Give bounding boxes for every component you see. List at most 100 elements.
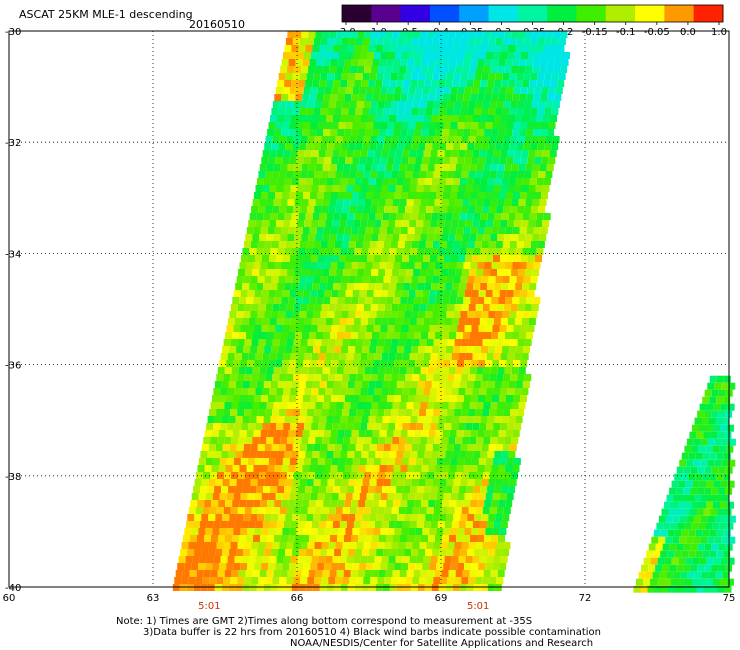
swath-cell (553, 31, 561, 38)
swath-cell (679, 536, 687, 544)
swath-cell (382, 416, 390, 423)
swath-cell (459, 178, 467, 185)
swath-cell (325, 185, 333, 192)
swath-cell (717, 431, 725, 439)
swath-cell (513, 87, 521, 94)
swath-cell (448, 269, 456, 276)
swath-cell (358, 297, 366, 304)
swath-cell (453, 276, 461, 283)
swath-cell (214, 381, 222, 388)
swath-cell (370, 339, 378, 346)
swath-cell (230, 409, 238, 416)
swath-cell (270, 248, 278, 255)
swath-cell (379, 430, 387, 437)
swath-cell (430, 423, 438, 430)
swath-cell (279, 101, 287, 108)
swath-cell (460, 108, 468, 115)
swath-cell (371, 367, 379, 374)
swath-cell (667, 529, 675, 537)
swath-cell (277, 178, 285, 185)
swath-cell (425, 143, 433, 150)
swath-cell (726, 522, 734, 530)
swath-cell (433, 507, 441, 514)
swath-cell (464, 493, 472, 500)
swath-cell (398, 542, 406, 549)
swath-cell (446, 241, 454, 248)
swath-cell (192, 521, 200, 528)
swath-cell (440, 542, 448, 549)
swath-cell (318, 52, 325, 59)
swath-cell (513, 192, 520, 199)
swath-cell (389, 213, 397, 220)
swath-cell (425, 38, 433, 45)
swath-cell (433, 136, 441, 143)
swath-cell (499, 87, 507, 94)
swath-cell (328, 136, 336, 143)
swath-cell (352, 87, 360, 94)
swath-cell (490, 570, 498, 577)
swath-cell (319, 248, 327, 255)
swath-cell (379, 94, 387, 101)
swath-cell (484, 465, 492, 472)
swath-cell (365, 430, 373, 437)
swath-cell (263, 416, 271, 423)
swath-cell (457, 360, 465, 367)
swath-cell (408, 493, 416, 500)
swath-cell (421, 59, 429, 66)
swath-cell (348, 38, 356, 45)
swath-cell (403, 381, 411, 388)
swath-cell (379, 332, 386, 339)
swath-cell (476, 570, 484, 577)
swath-cell (419, 507, 427, 514)
swath-cell (460, 514, 468, 521)
swath-cell (525, 269, 533, 276)
swath-cell (386, 297, 394, 304)
swath-cell (273, 199, 281, 206)
swath-cell (513, 395, 520, 402)
swath-cell (472, 353, 480, 360)
swath-cell (327, 549, 335, 556)
swath-cell (191, 493, 199, 500)
swath-cell (282, 458, 290, 465)
swath-cell (403, 416, 411, 423)
swath-cell (711, 389, 719, 397)
swath-cell (345, 360, 353, 367)
swath-cell (471, 157, 479, 164)
swath-cell (345, 528, 353, 535)
swath-cell (694, 571, 702, 579)
swath-cell (360, 556, 368, 563)
swath-cell (517, 136, 525, 143)
swath-cell (300, 507, 308, 514)
swath-cell (288, 94, 296, 101)
swath-cell (420, 269, 428, 276)
swath-cell (454, 101, 462, 108)
swath-cell (224, 437, 232, 444)
swath-cell (543, 178, 551, 185)
swath-cell (472, 318, 480, 325)
swath-cell (349, 206, 357, 213)
swath-cell (400, 332, 407, 339)
swath-cell (365, 129, 373, 136)
swath-cell (364, 367, 372, 374)
swath-cell (506, 87, 514, 94)
swath-cell (418, 479, 426, 486)
swath-cell (496, 171, 504, 178)
swath-cell (243, 479, 251, 486)
swath-cell (713, 403, 721, 411)
swath-cell (241, 255, 248, 262)
swath-cell (454, 577, 462, 584)
swath-cell (496, 206, 504, 213)
swath-cell (501, 115, 508, 122)
swath-cell (200, 451, 208, 458)
swath-cell (322, 31, 330, 38)
swath-cell (279, 304, 287, 311)
swath-cell (356, 577, 364, 584)
swath-cell (258, 542, 266, 549)
swath-cell (249, 248, 257, 255)
swath-cell (439, 108, 447, 115)
swath-cell (297, 521, 305, 528)
swath-cell (283, 185, 291, 192)
swath-cell (509, 38, 517, 45)
swath-cell (445, 115, 452, 122)
swath-cell (279, 374, 287, 381)
